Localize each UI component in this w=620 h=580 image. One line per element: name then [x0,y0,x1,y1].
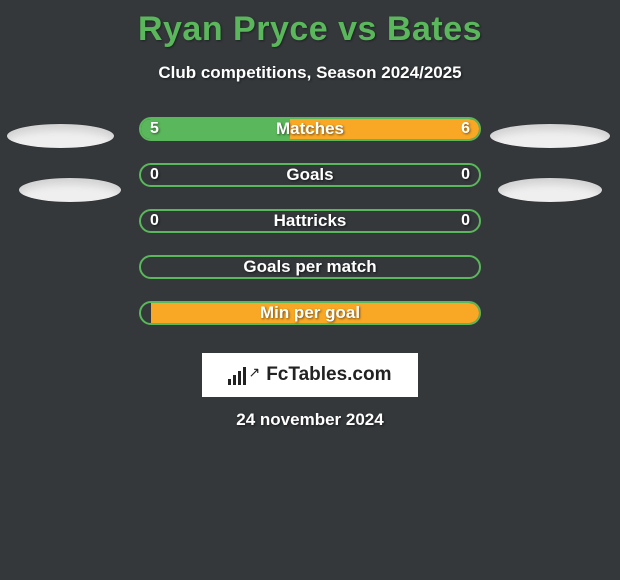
bar-track [139,117,481,141]
page-title: Ryan Pryce vs Bates [0,0,620,49]
value-left: 5 [150,117,159,141]
bar-right-fill [290,119,479,139]
placeholder-ellipse [19,178,121,202]
value-left: 0 [150,209,159,233]
fctables-logo: ↗ FcTables.com [202,353,418,397]
date-label: 24 november 2024 [0,410,620,430]
stat-row: 00Hattricks [0,209,620,233]
placeholder-ellipse [490,124,610,148]
value-right: 0 [461,209,470,233]
value-right: 6 [461,117,470,141]
bar-track [139,255,481,279]
bar-left-fill [141,119,290,139]
value-right: 0 [461,163,470,187]
placeholder-ellipse [7,124,114,148]
placeholder-ellipse [498,178,602,202]
stats-bars: 56Matches00Goals00HattricksGoals per mat… [0,117,620,325]
logo-bars-icon [228,365,246,385]
bar-right-fill [151,303,479,323]
value-left: 0 [150,163,159,187]
bar-track [139,163,481,187]
stat-row: Min per goal [0,301,620,325]
bar-track [139,301,481,325]
bar-track [139,209,481,233]
stat-row: Goals per match [0,255,620,279]
logo-arrow-icon: ↗ [248,364,260,381]
subtitle: Club competitions, Season 2024/2025 [0,63,620,83]
logo-text: FcTables.com [266,364,391,386]
